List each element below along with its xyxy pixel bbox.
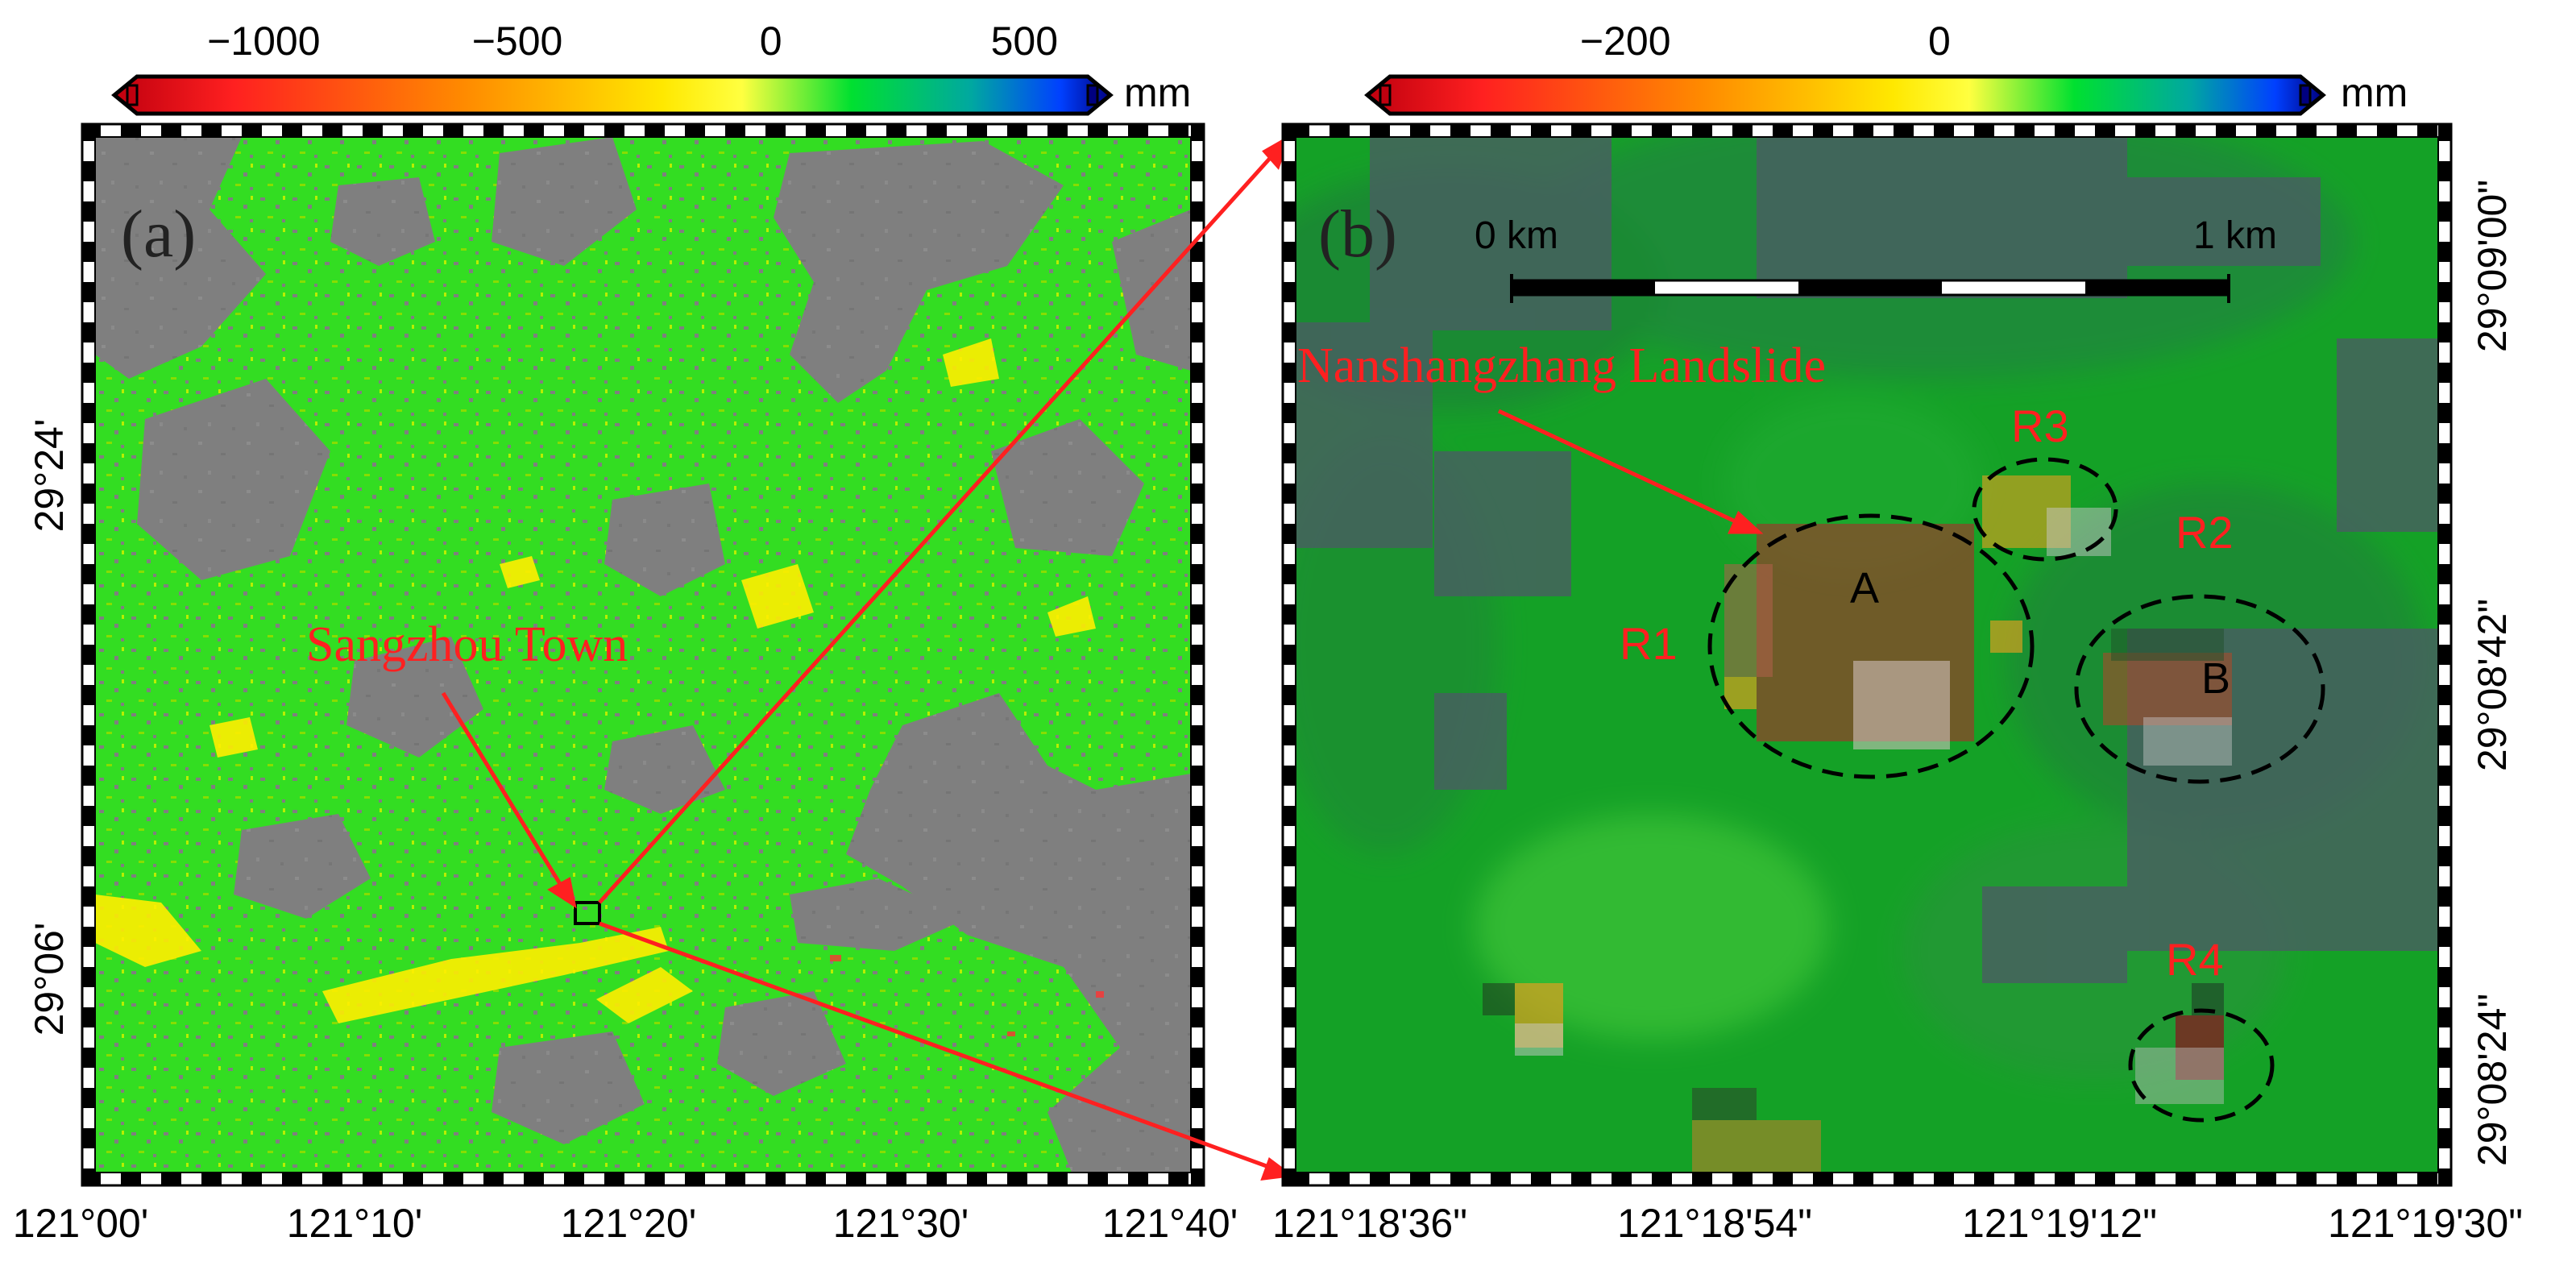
region-r1-outline — [1707, 513, 2035, 779]
panel-b-y-tick: 29°08'42" — [2470, 599, 2515, 771]
insar-other-pixels — [1483, 983, 1821, 1173]
colorbar-a-tick-label: 500 — [991, 19, 1058, 64]
landslide-arrow — [1497, 409, 1764, 534]
colorbar-a-unit: mm — [1124, 70, 1191, 115]
region-r4-deformation — [2135, 983, 2224, 1104]
colorbar-a-bar — [111, 74, 1114, 116]
colorbar-b-ticks: −200 0 — [1580, 19, 1951, 64]
panel-b-map: 0 km 1 km Nanshangzhang Landslide R1 R2 … — [1272, 122, 2523, 1246]
panel-a-x-axis: 121°00' 121°10' 121°20' 121°30' 121°40' — [13, 1201, 1238, 1246]
colorbar-b-unit: mm — [2341, 70, 2408, 115]
landslide-a-letter: A — [1850, 564, 1879, 612]
colorbar-b-tick-label: −200 — [1580, 19, 1671, 64]
region-r2-label: R2 — [2176, 507, 2234, 558]
landslide-label: Nanshangzhang Landslide — [1297, 338, 1826, 393]
town-label: Sangzhou Town — [306, 617, 628, 672]
region-r4-label: R4 — [2166, 934, 2224, 985]
colorbar-a-ticks: −1000 −500 0 500 — [207, 19, 1058, 64]
panel-a-y-tick: 29°24' — [27, 419, 72, 533]
panel-b-x-tick: 121°19'30" — [2328, 1201, 2523, 1246]
panel-a-red-spots — [830, 955, 1104, 1036]
panel-a-study-area-box — [574, 901, 601, 925]
colorbar-a-tick-label: 0 — [760, 19, 782, 64]
panel-a-x-tick: 121°00' — [13, 1201, 149, 1246]
region-r3-label: R3 — [2011, 401, 2069, 451]
panel-a-x-tick: 121°20' — [561, 1201, 697, 1246]
panel-b-x-tick: 121°18'54" — [1617, 1201, 1812, 1246]
insar-masked-pixels — [1296, 137, 2438, 983]
panel-a-x-tick: 121°30' — [833, 1201, 969, 1246]
region-r3-deformation — [1982, 475, 2111, 556]
region-r4-outline — [2128, 1008, 2275, 1123]
panel-a-x-tick: 121°40' — [1102, 1201, 1238, 1246]
colorbar-a-tick-label: −1000 — [207, 19, 320, 64]
colorbar-a: −1000 −500 0 500 mm — [111, 19, 1191, 116]
town-arrow — [441, 691, 577, 909]
scale-bar-start-label: 0 km — [1475, 214, 1558, 257]
panel-b-y-tick: 29°08'24" — [2470, 994, 2515, 1166]
panel-a-label: (a) — [121, 197, 196, 272]
panel-b-x-tick: 121°19'12" — [1962, 1201, 2157, 1246]
scale-bar-end-label: 1 km — [2193, 214, 2277, 257]
panel-a-masked-areas — [95, 137, 1191, 1173]
panel-b-y-axis: 29°09'00" 29°08'42" 29°08'24" — [2470, 180, 2515, 1166]
panel-a-subsidence-streaks — [95, 338, 1096, 1023]
panel-a-y-axis: 29°24' 29°06' — [27, 419, 72, 1036]
region-r3-outline — [1972, 457, 2118, 562]
colorbar-b: −200 0 mm — [1364, 19, 2408, 116]
panel-a-x-tick: 121°10' — [287, 1201, 423, 1246]
landslide-b-deformation — [2103, 629, 2232, 766]
landslide-a-deformation — [1724, 524, 2022, 749]
panel-a-map: (a) Sangzhou Town 121°00' 121°10' 121°20… — [13, 122, 1238, 1246]
panel-a-deformation-field — [95, 137, 1191, 1173]
region-r1-label: R1 — [1620, 618, 1678, 669]
scale-bar: 0 km 1 km — [1475, 214, 2277, 303]
panel-a-y-tick: 29°06' — [27, 923, 72, 1036]
colorbar-a-tick-label: −500 — [472, 19, 563, 64]
colorbar-b-bar — [1364, 74, 2326, 116]
region-r2-outline — [2074, 594, 2325, 784]
colorbar-b-tick-label: 0 — [1928, 19, 1951, 64]
landslide-b-letter: B — [2201, 654, 2230, 703]
panel-b-x-tick: 121°18'36" — [1272, 1201, 1467, 1246]
panel-b-y-tick: 29°09'00" — [2470, 180, 2515, 352]
region-outlines — [1707, 457, 2325, 1123]
panel-b-label: (b) — [1318, 197, 1397, 272]
panel-b-x-axis: 121°18'36" 121°18'54" 121°19'12" 121°19'… — [1272, 1201, 2523, 1246]
